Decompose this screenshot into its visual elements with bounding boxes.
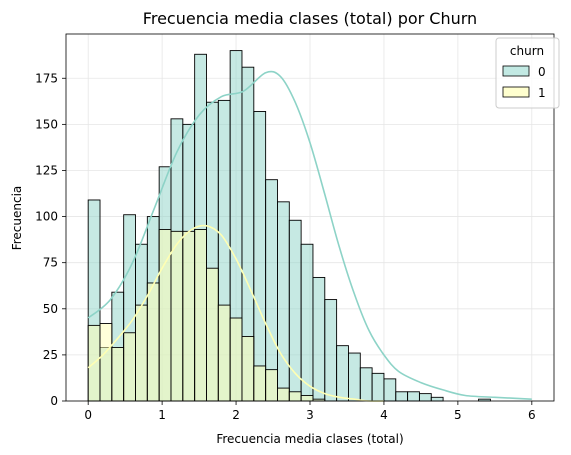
histogram-bar-churn-0 [277, 201, 290, 402]
x-tick-label: 2 [232, 408, 240, 422]
histogram-bar-churn-1 [182, 230, 196, 402]
kde-line-churn-0 [87, 70, 532, 400]
histogram-bar-churn-0 [300, 243, 314, 402]
histogram-bar-churn-0 [430, 396, 444, 402]
legend-swatch-churn-0 [502, 65, 530, 77]
histogram-bar-churn-1 [146, 282, 160, 402]
x-tick-label: 1 [158, 408, 166, 422]
legend-label-churn-0: 0 [538, 65, 546, 79]
y-tick-label: 150 [35, 117, 58, 131]
histogram-bar-churn-0 [253, 111, 267, 402]
histogram-bar-churn-1 [229, 317, 243, 402]
histogram-bar-churn-0 [312, 276, 326, 402]
histogram-bar-churn-1 [111, 347, 125, 402]
histogram-bar-churn-1 [265, 369, 278, 402]
histogram-bar-churn-1 [277, 387, 290, 402]
x-tick-label: 5 [454, 408, 462, 422]
bars [87, 50, 491, 402]
histogram-bar-churn-0 [324, 299, 338, 402]
histogram-bar-churn-1 [206, 267, 219, 402]
legend-label-churn-1: 1 [538, 86, 546, 100]
histogram-bar-churn-1 [241, 336, 255, 402]
x-tick-label: 0 [84, 408, 92, 422]
histogram-bar-churn-0 [407, 391, 420, 402]
axis-ticks: 0 1 2 3 4 5 6 0 25 50 75 100 125 150 175 [35, 71, 536, 422]
histogram-bar-churn-1 [99, 323, 113, 402]
histogram-bar-churn-1 [123, 332, 136, 402]
legend-swatch-churn-1 [502, 86, 530, 98]
histogram-bar-churn-0 [371, 372, 385, 402]
legend: churn 0 1 [495, 37, 560, 109]
histogram-bar-churn-1 [253, 365, 267, 402]
histogram-bar-churn-0 [383, 378, 397, 402]
y-axis-label: Frecuencia [10, 186, 24, 251]
histogram-bar-churn-0 [265, 179, 278, 402]
histogram-bar-churn-0 [395, 391, 409, 402]
x-tick-label: 3 [306, 408, 314, 422]
x-tick-label: 6 [528, 408, 536, 422]
histogram-bar-churn-0 [347, 352, 361, 402]
x-tick-label: 4 [380, 408, 388, 422]
histogram-bar-churn-0 [336, 345, 349, 402]
y-tick-label: 175 [35, 71, 58, 85]
histogram-bar-churn-1 [217, 304, 231, 402]
y-tick-label: 75 [43, 256, 58, 270]
histogram-bar-churn-1 [288, 391, 302, 402]
x-axis-label: Frecuencia media clases (total) [216, 432, 403, 446]
histogram-bar-churn-1 [135, 304, 148, 402]
histogram-bar-churn-1 [300, 395, 314, 402]
histogram-bar-churn-0 [359, 367, 373, 402]
histogram-bar-churn-1 [170, 230, 184, 402]
histogram-bar-churn-1 [194, 229, 207, 402]
chart-title: Frecuencia media clases (total) por Chur… [143, 9, 477, 28]
y-tick-label: 125 [35, 163, 58, 177]
y-tick-label: 25 [43, 348, 58, 362]
y-tick-label: 50 [43, 302, 58, 316]
histogram-bar-churn-0 [418, 393, 432, 402]
y-tick-label: 0 [50, 394, 58, 408]
kde-line-churn-1 [87, 224, 384, 402]
kde-curves [87, 70, 532, 402]
y-tick-label: 100 [35, 210, 58, 224]
legend-title: churn [510, 44, 544, 58]
